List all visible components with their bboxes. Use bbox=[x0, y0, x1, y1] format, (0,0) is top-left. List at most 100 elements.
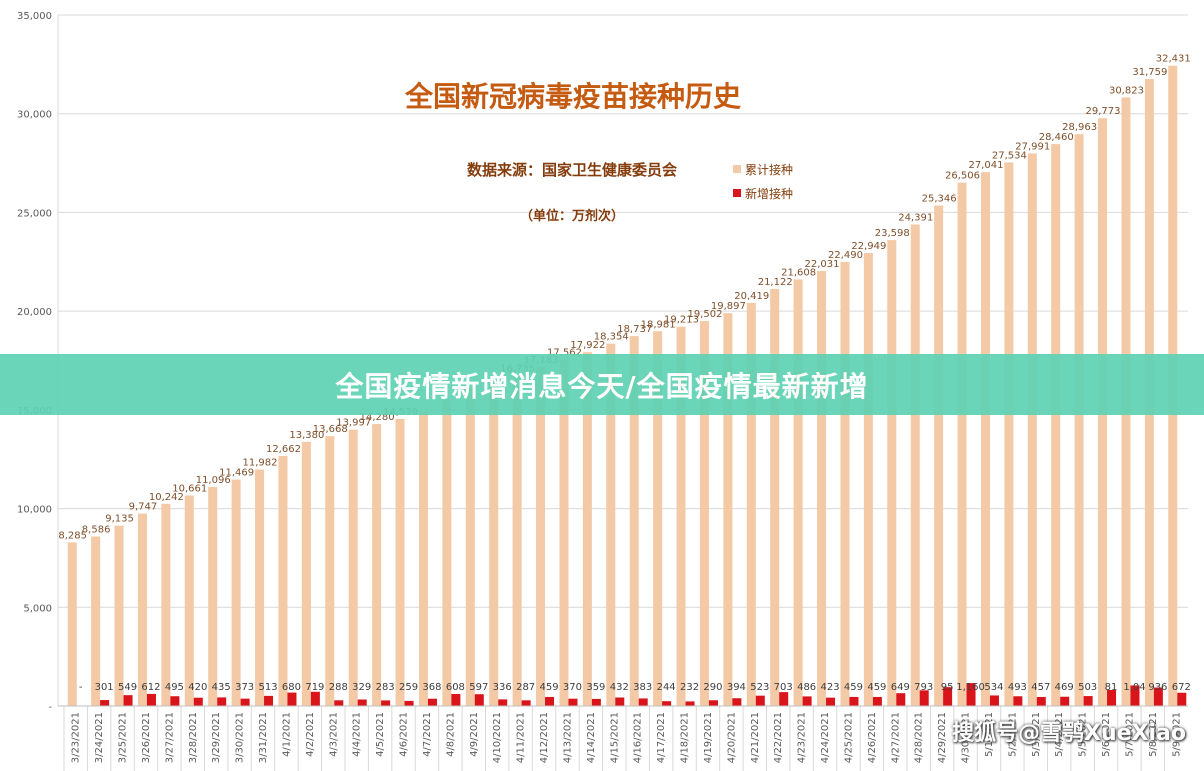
x-tick-label: 4/24/2021 bbox=[820, 712, 831, 763]
x-axis: 3/23/2021 3/24/2021 3/25/2021 3/26/2021 3/27… bbox=[58, 705, 1188, 771]
bar-cumulative bbox=[840, 261, 850, 706]
data-label-cumulative: 14,280 bbox=[360, 412, 395, 423]
bar-daily bbox=[779, 692, 789, 706]
x-tick-label: 4/6/2021 bbox=[399, 712, 410, 757]
x-tick-label: 4/23/2021 bbox=[797, 712, 808, 763]
data-label-daily: 1,04 bbox=[1123, 682, 1145, 693]
data-labels: 8,285 - 8,586 301 9,135 549 9,747 612 10,242 495 1… bbox=[58, 54, 1190, 693]
bar-cumulative bbox=[770, 288, 780, 706]
bar-daily bbox=[146, 693, 156, 706]
headline-text: 全国疫情新增消息今天/全国疫情最新新增 bbox=[335, 369, 869, 403]
x-tick-label: 4/1/2021 bbox=[281, 712, 292, 757]
data-label-daily: 672 bbox=[1172, 682, 1191, 693]
bar-cumulative bbox=[372, 424, 382, 706]
bar-daily bbox=[334, 700, 344, 706]
bar-cumulative bbox=[301, 441, 311, 706]
bar-cumulative bbox=[418, 411, 428, 706]
bar-daily bbox=[451, 693, 461, 706]
x-tick-label: 4/8/2021 bbox=[445, 712, 456, 757]
data-label-cumulative: 29,773 bbox=[1086, 106, 1121, 117]
x-tick-label: 4/29/2021 bbox=[937, 712, 948, 763]
bar-cumulative bbox=[676, 326, 686, 706]
x-tick-label: 5/9/2021 bbox=[1171, 712, 1182, 757]
x-tick-label: 4/17/2021 bbox=[656, 712, 667, 763]
bar-cumulative bbox=[980, 172, 990, 706]
bar-cumulative bbox=[465, 387, 475, 706]
data-label-cumulative: 20,419 bbox=[734, 291, 769, 302]
bar-daily bbox=[381, 700, 391, 706]
x-tick-label: 5/6/2021 bbox=[1101, 712, 1112, 757]
data-label-cumulative: 28,963 bbox=[1062, 122, 1097, 133]
data-label-cumulative: 22,949 bbox=[851, 241, 886, 252]
legend-label-daily: 新增接种 bbox=[745, 186, 793, 201]
data-label-daily: 459 bbox=[844, 682, 863, 693]
bar-cumulative bbox=[536, 366, 546, 706]
data-label-daily: 459 bbox=[867, 682, 886, 693]
bar-daily bbox=[193, 697, 203, 706]
x-tick-label: 5/5/2021 bbox=[1078, 712, 1089, 757]
data-label-daily: 383 bbox=[633, 682, 652, 693]
chart-unit: （单位：万剂次） bbox=[520, 208, 624, 224]
bar-daily bbox=[217, 697, 227, 706]
x-tick-label: 4/13/2021 bbox=[562, 712, 573, 763]
data-label-cumulative: 24,391 bbox=[898, 212, 933, 223]
x-tick-label: 4/25/2021 bbox=[843, 712, 854, 763]
data-label-daily: 283 bbox=[376, 682, 395, 693]
legend-label-cumulative: 累计接种 bbox=[745, 162, 793, 177]
bar-daily bbox=[919, 690, 929, 706]
data-label-cumulative: 8,285 bbox=[58, 530, 87, 541]
data-label-daily: 301 bbox=[95, 682, 114, 693]
bar-cumulative bbox=[559, 359, 569, 706]
bar-daily bbox=[989, 695, 999, 706]
data-label-cumulative: 22,490 bbox=[828, 250, 863, 261]
data-label-cumulative: 30,823 bbox=[1109, 85, 1144, 96]
bar-daily bbox=[802, 696, 812, 706]
data-label-cumulative: 18,737 bbox=[617, 324, 652, 335]
x-tick-label: 4/22/2021 bbox=[773, 712, 784, 763]
bar-cumulative bbox=[1027, 153, 1037, 706]
data-label-cumulative: 18,354 bbox=[594, 332, 629, 343]
x-tick-label: 4/10/2021 bbox=[492, 712, 503, 763]
data-label-daily: 703 bbox=[774, 682, 793, 693]
bar-daily bbox=[427, 698, 437, 706]
bar-cumulative bbox=[395, 418, 405, 706]
y-tick-label: 35,000 bbox=[17, 11, 52, 22]
bar-daily bbox=[240, 698, 250, 706]
bar-cumulative bbox=[231, 479, 241, 706]
x-tick-label: 3/28/2021 bbox=[188, 712, 199, 763]
bar-daily bbox=[943, 687, 953, 706]
bar-daily bbox=[1036, 696, 1046, 706]
data-label-daily: 232 bbox=[680, 682, 699, 693]
bar-daily bbox=[708, 700, 718, 706]
bar-daily bbox=[287, 692, 297, 706]
bar-cumulative bbox=[934, 205, 944, 707]
watermark: 搜狐号@雪鹗XueXiao bbox=[951, 721, 1186, 746]
data-label-daily: - bbox=[79, 682, 83, 693]
bar-cumulative bbox=[910, 224, 920, 706]
data-label-daily: 394 bbox=[727, 682, 746, 693]
data-label-daily: 244 bbox=[657, 682, 676, 693]
x-tick-label: 3/26/2021 bbox=[141, 712, 152, 763]
data-label-cumulative: 10,661 bbox=[172, 484, 207, 495]
data-label-cumulative: 11,469 bbox=[219, 468, 254, 479]
x-tick-label: 3/25/2021 bbox=[118, 712, 129, 763]
y-tick-label: 20,000 bbox=[17, 307, 52, 318]
data-label-cumulative: 8,586 bbox=[82, 524, 111, 535]
data-label-cumulative: 21,608 bbox=[781, 267, 816, 278]
bar-cumulative bbox=[208, 486, 218, 706]
bar-cumulative bbox=[746, 302, 756, 706]
data-label-daily: 793 bbox=[914, 682, 933, 693]
bar-cumulative bbox=[325, 436, 335, 706]
x-tick-label: 4/9/2021 bbox=[469, 712, 480, 757]
bar-cumulative bbox=[793, 279, 803, 706]
x-tick-label: 4/20/2021 bbox=[726, 712, 737, 763]
x-tick-label: 5/1/2021 bbox=[984, 712, 995, 757]
bar-daily bbox=[662, 701, 672, 706]
data-label-daily: 359 bbox=[586, 682, 605, 693]
bar-cumulative bbox=[255, 469, 265, 706]
chart-title: 全国新冠病毒疫苗接种历史 bbox=[404, 80, 741, 113]
x-tick-label: 3/27/2021 bbox=[164, 712, 175, 763]
bar-cumulative bbox=[629, 336, 639, 706]
bar-cumulative bbox=[1074, 134, 1084, 706]
data-label-daily: 495 bbox=[165, 682, 184, 693]
